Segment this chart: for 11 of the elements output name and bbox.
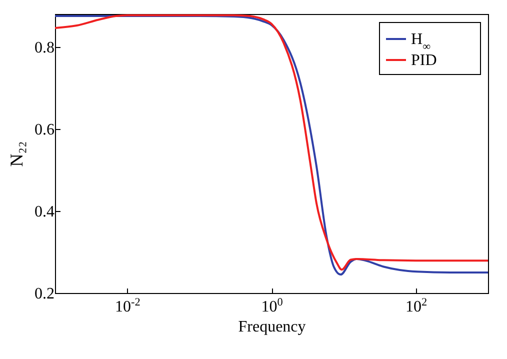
y-axis-title: N₂₂	[6, 141, 26, 167]
y-tick-label: 0.4	[34, 203, 54, 220]
legend-label: H$_{∞}$	[411, 31, 431, 53]
legend-label: PID	[411, 52, 437, 69]
x-tick-label: 10$^{0}$	[261, 296, 284, 316]
x-tick-label: 10$^{-2}$	[115, 296, 140, 316]
y-tick-label: 0.6	[34, 121, 54, 138]
x-axis-title: Frequency	[238, 318, 306, 336]
x-tick-label: 10$^{2}$	[406, 296, 428, 316]
y-tick-label: 0.2	[34, 286, 54, 302]
y-tick-label: 0.8	[34, 39, 54, 56]
